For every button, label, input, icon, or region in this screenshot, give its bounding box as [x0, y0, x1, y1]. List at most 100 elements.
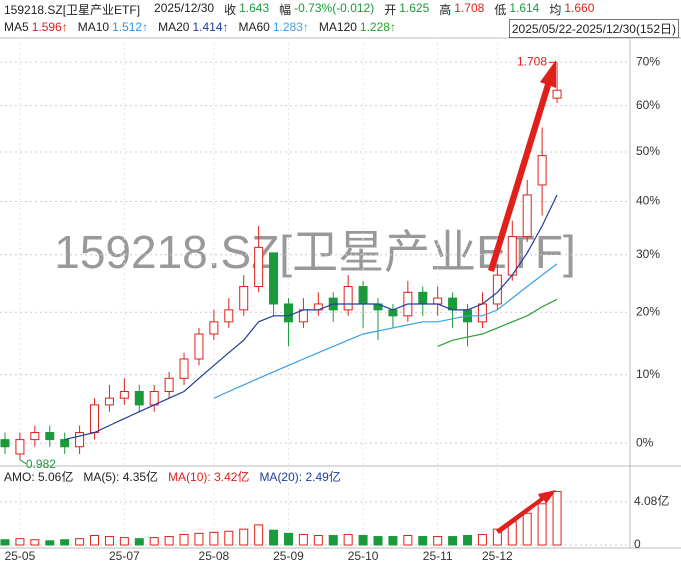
quote-value: 1.614	[509, 1, 540, 15]
volume-bar	[0, 539, 10, 546]
quote-label: 幅	[279, 3, 292, 17]
quote-item: 高 1.708	[439, 1, 484, 18]
volume-bar	[134, 538, 144, 546]
y-tick-label: 20%	[636, 304, 660, 318]
ma-item: MA10 1.512↑	[78, 20, 148, 34]
quote-item: 收 1.643	[224, 1, 269, 18]
candle-body	[343, 286, 353, 311]
annotation-leader	[19, 459, 27, 465]
y-tick-label: 40%	[636, 194, 660, 208]
quote-item: 均 1.660	[549, 1, 594, 18]
volume-bar	[119, 537, 129, 546]
candle-body	[119, 390, 129, 399]
quote-value: -0.73%(-0.012)	[294, 1, 375, 15]
x-tick-label: 25-12	[482, 549, 513, 563]
ma-label: MA10	[77, 20, 110, 34]
ma-line	[437, 298, 558, 347]
ma-row: MA5 1.596↑ MA10 1.512↑ MA20 1.414↑ MA60 1.283↑ M…	[4, 20, 400, 34]
volume-bar	[298, 533, 308, 546]
volume-bar	[104, 536, 114, 546]
annotation-label: 0.982	[26, 457, 56, 471]
volume-bar	[522, 512, 532, 546]
quote-value: 1.625	[399, 1, 430, 15]
volume-bar	[433, 536, 443, 546]
candle-body	[104, 397, 114, 406]
volume-bar	[388, 536, 398, 546]
volume-bar	[239, 528, 249, 546]
volume-bar	[537, 503, 547, 546]
quote-item: 低 1.614	[494, 1, 539, 18]
x-tick-label: 25-09	[273, 549, 304, 563]
ma-item: MA20 1.414↑	[158, 20, 228, 34]
ma-item: MA5 1.596↑	[4, 20, 68, 34]
volume-bar	[463, 534, 473, 546]
candle-body	[477, 303, 487, 323]
quote-label: 低	[494, 3, 507, 17]
quote-value: 1.660	[564, 1, 595, 15]
annotation-label: 1.708	[517, 55, 547, 69]
volume-arrow	[496, 490, 556, 534]
quote-label: 收	[224, 3, 237, 17]
candle-body	[15, 439, 25, 455]
ma-line	[64, 194, 558, 441]
volume-bar	[45, 540, 55, 546]
candle-body	[209, 321, 219, 335]
ma-label: MA120	[318, 20, 357, 34]
volume-bar	[209, 531, 219, 546]
x-tick-label: 25-05	[5, 549, 36, 563]
ma-value: 1.228↑	[359, 20, 396, 34]
y-tick-label: 70%	[636, 54, 660, 68]
x-tick-label: 25-11	[423, 549, 453, 563]
candle-body	[90, 404, 100, 434]
volume-bar	[283, 532, 293, 546]
x-tick-label: 25-10	[348, 549, 379, 563]
volume-bar	[60, 539, 70, 546]
candle-body	[418, 291, 428, 305]
volume-bar	[224, 530, 234, 546]
volume-bar	[477, 533, 487, 546]
quote-item: 幅 -0.73%(-0.012)	[279, 1, 374, 18]
quote-label: 均	[549, 3, 562, 17]
candle-body	[254, 246, 264, 288]
candle-body	[492, 274, 502, 305]
candle-body	[0, 439, 10, 448]
volume-bar	[343, 533, 353, 546]
quote-item: 开 1.625	[384, 1, 429, 18]
ma-line	[213, 263, 558, 399]
date-range: 2025/05/22-2025/12/30(152日)	[508, 19, 679, 38]
ma-item: MA60 1.283↑	[239, 20, 309, 34]
volume-bar	[269, 529, 279, 546]
candle-body	[224, 309, 234, 323]
quote-date: 2025/12/30	[154, 1, 215, 15]
y-tick-label: 30%	[636, 247, 660, 261]
candle-body	[552, 89, 562, 99]
quote-label: 高	[439, 3, 452, 17]
y-tick-label: 10%	[636, 367, 660, 381]
volume-bar	[373, 536, 383, 546]
ma-value: 1.414↑	[192, 20, 229, 34]
candle-body	[433, 297, 443, 305]
volume-bar	[149, 537, 159, 546]
candle-body	[179, 358, 189, 379]
candle-body	[164, 377, 174, 392]
candle-body	[45, 432, 55, 441]
plot: 0% 10% 20% 30% 40% 50% 60% 70% 25-05 25-07 25-08 25…	[0, 38, 669, 563]
candle-body	[149, 390, 159, 406]
ma-label: MA20	[158, 20, 190, 34]
candle-body	[239, 286, 249, 311]
volume-bar	[194, 532, 204, 546]
ma-item: MA120 1.228↑	[319, 20, 396, 34]
candle-body	[283, 303, 293, 323]
candle-body	[30, 432, 40, 441]
volume-bar	[313, 534, 323, 546]
security-title: 159218.SZ[卫星产业ETF]	[4, 3, 141, 17]
candle-body	[298, 309, 308, 323]
quote-value: 1.643	[239, 1, 270, 15]
volume-bar	[552, 491, 562, 546]
volume-bar	[328, 534, 338, 546]
volume-legend: AMO: 5.06亿	[4, 469, 73, 484]
volume-bar	[30, 539, 40, 546]
x-tick-label: 25-07	[109, 549, 140, 563]
